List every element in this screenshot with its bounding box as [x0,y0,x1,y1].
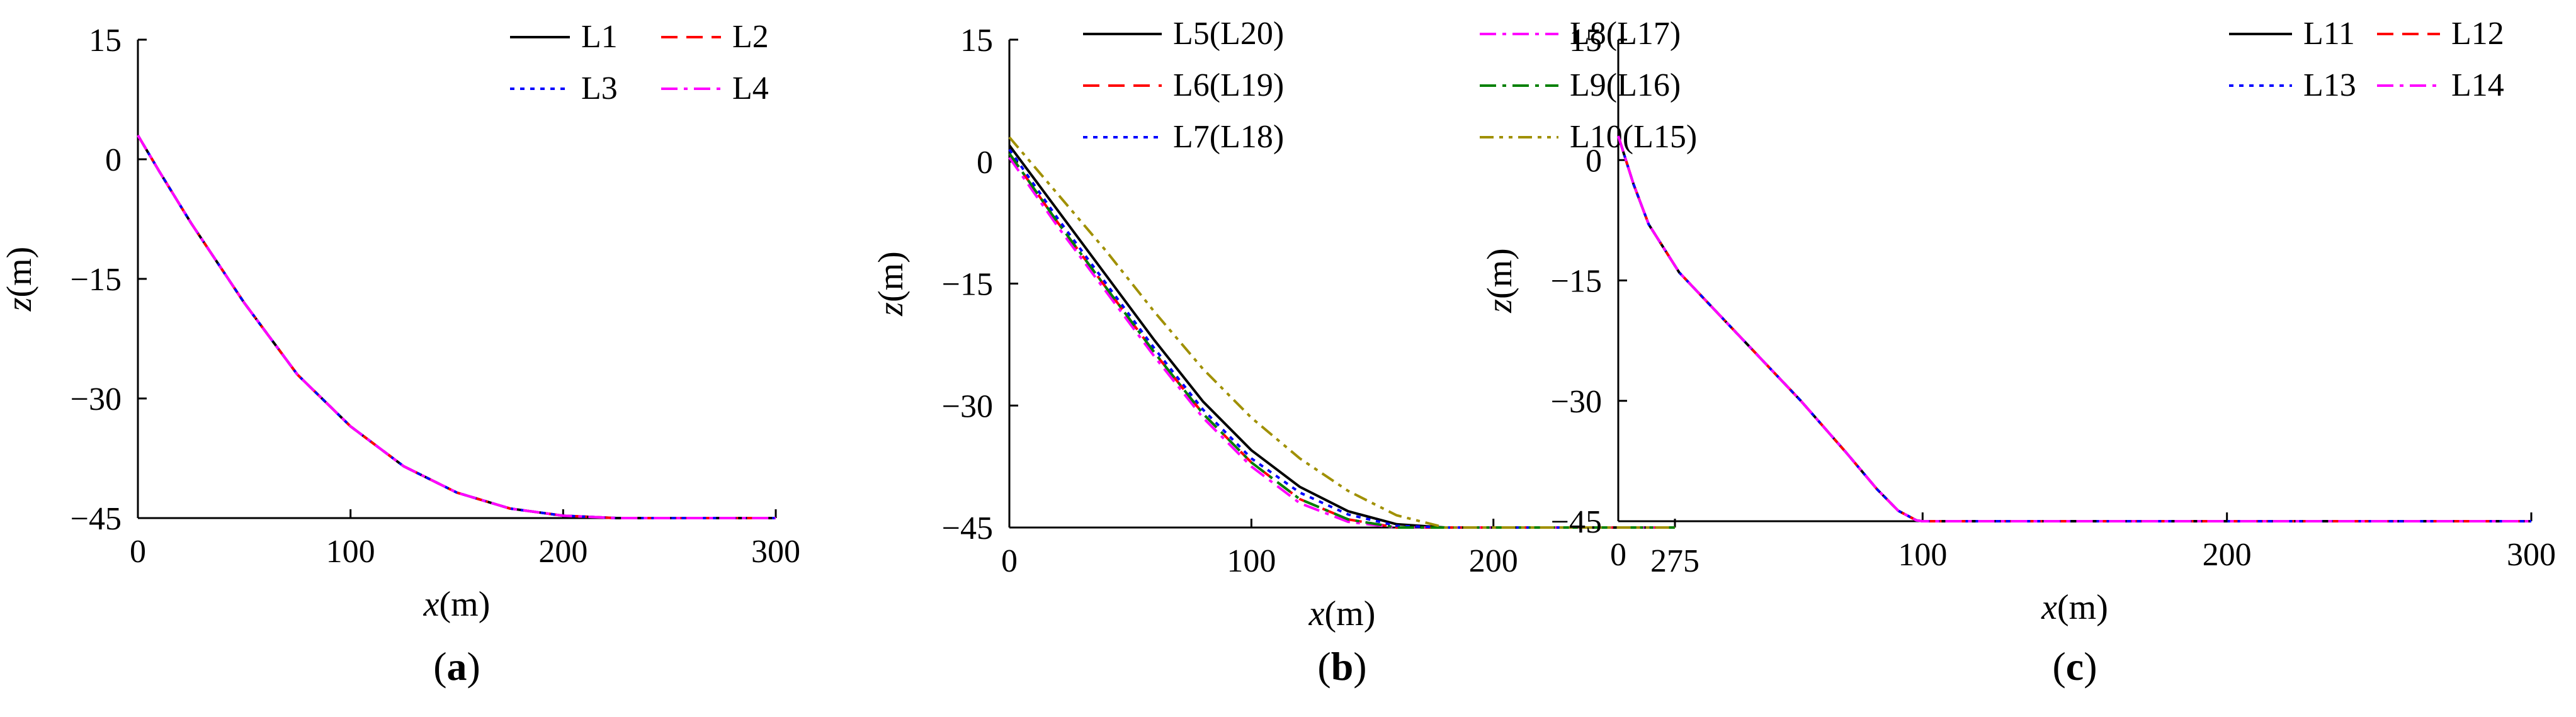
x-axis-unit: (m) [1325,594,1376,633]
legend-label: L4 [732,71,769,106]
x-tick-label: 300 [751,534,800,570]
y-tick-label: 15 [1569,23,1602,59]
y-axis-label: z(m) [0,247,39,312]
y-axis-unit: (m) [1480,248,1519,299]
x-tick-label: 200 [1469,543,1518,579]
series-line-l13 [1617,135,2531,522]
panel-label: (b) [1317,644,1366,689]
series-line-l10-l15- [1008,136,1675,529]
legend-label: L14 [2451,67,2504,103]
y-tick-label: −30 [942,388,993,424]
panel-label-open: ( [433,644,446,689]
y-axis-var: z [1480,299,1519,313]
legend-label: L2 [732,19,769,55]
x-axis-unit: (m) [2057,588,2108,627]
x-tick-label: 275 [1650,543,1699,579]
series-line-l1 [137,134,776,519]
x-axis-var: x [423,585,440,624]
x-tick-label: 0 [1001,543,1018,579]
y-axis-var: z [871,302,911,317]
x-axis-label: x(m) [1308,594,1376,633]
x-axis-var: x [2041,588,2057,627]
x-tick-label: 100 [326,534,375,570]
x-tick-label: 300 [2507,537,2556,573]
panel-b: 150−15−30−450 100 200 275x(m)z(m)L5(L20)L6(… [871,16,1699,689]
panel-label: (c) [2052,644,2097,689]
y-tick-label: −15 [942,267,993,303]
y-axis-unit: (m) [871,251,911,302]
y-tick-label: 15 [960,23,993,59]
legend-label: L5(L20) [1173,16,1284,52]
y-axis-label: z(m) [871,251,911,317]
panel-label-open: ( [1317,644,1331,689]
series-line-l4 [137,134,776,519]
y-tick-label: 0 [977,145,993,181]
legend: L11 L12 L13 L14 [2229,16,2504,103]
x-axis-var: x [1308,594,1325,633]
series-line-l7-l18- [1008,149,1675,529]
panel-label-close: ) [1353,644,1366,689]
x-tick-label: 200 [538,534,587,570]
y-tick-label: −15 [71,262,122,298]
y-tick-label: 15 [89,23,122,59]
series-line-l11 [1617,135,2531,522]
y-tick-label: −15 [1551,264,1602,300]
legend-label: L11 [2303,16,2355,52]
panel-letter: c [2066,644,2084,689]
x-tick-label: 100 [1227,543,1276,579]
legend-label: L1 [581,19,618,55]
x-axis-label: x(m) [423,585,491,624]
panel-label: (a) [433,644,480,689]
y-tick-label: 0 [1586,143,1602,179]
panel-label-open: ( [2052,644,2065,689]
legend-label: L13 [2303,67,2356,103]
legend-label: L7(L18) [1173,119,1284,155]
panel-label-close: ) [2084,644,2097,689]
series-line-l2 [137,134,776,519]
panel-label-close: ) [467,644,480,689]
x-axis-unit: (m) [440,585,491,624]
legend-label: L10(L15) [1570,119,1697,155]
series-line-l3 [137,134,776,519]
y-tick-label: −30 [1551,384,1602,420]
x-axis-label: x(m) [2041,588,2108,627]
legend-label: L8(L17) [1570,16,1681,52]
y-tick-label: −45 [71,501,122,537]
y-tick-label: −45 [1551,504,1602,540]
legend-label: L9(L16) [1570,67,1681,103]
legend-label: L12 [2451,16,2504,52]
y-tick-label: −30 [71,381,122,417]
panel-letter: a [447,644,467,689]
y-tick-label: 0 [105,142,122,178]
series-line-l5-l20- [1008,144,1675,529]
y-axis-label: z(m) [1480,248,1519,313]
y-axis-var: z [0,297,39,312]
series-line-l8-l17- [1008,157,1675,529]
legend-label: L6(L19) [1173,67,1284,103]
legend-label: L3 [581,71,618,106]
series-line-l14 [1617,135,2531,522]
y-tick-label: −45 [942,511,993,546]
x-tick-label: 200 [2203,537,2252,573]
legend: L5(L20) L6(L19) L7(L18) L8(L17) L9(L16) L10(L… [1083,16,1697,155]
x-tick-label: 100 [1898,537,1947,573]
legend: L1 L2 L3 L4 [510,19,769,106]
x-tick-label: 0 [130,534,146,570]
series-line-l12 [1617,135,2531,522]
x-tick-label: 0 [1610,537,1626,573]
panel-letter: b [1331,644,1354,689]
series-line-l6-l19- [1008,152,1675,529]
series-line-l9-l16- [1008,152,1675,529]
y-axis-unit: (m) [0,247,39,298]
